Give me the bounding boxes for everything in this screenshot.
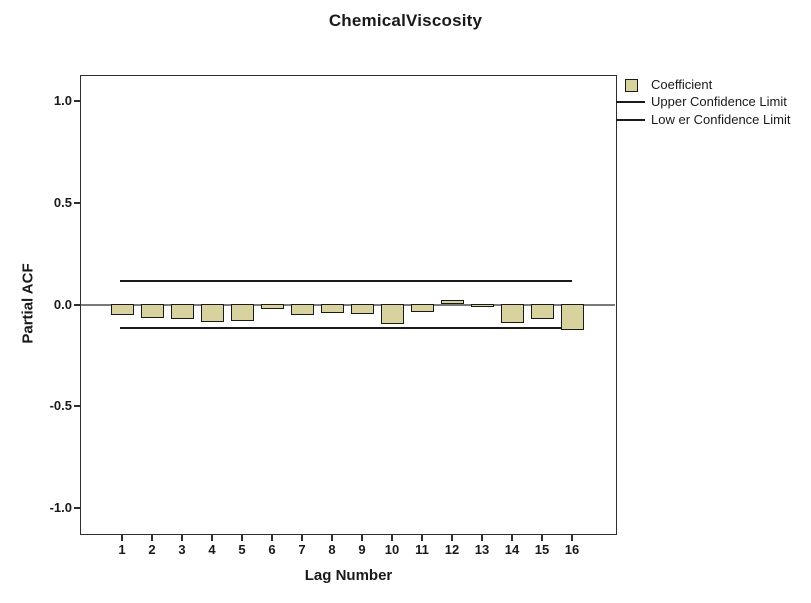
coefficient-bar-lag-2 bbox=[140, 303, 164, 318]
x-tick-mark bbox=[301, 535, 303, 541]
x-tick-mark bbox=[361, 535, 363, 541]
y-tick-label: 0.5 bbox=[53, 194, 72, 210]
coefficient-bar-lag-1 bbox=[110, 303, 134, 315]
coefficient-bar-lag-12 bbox=[440, 300, 464, 305]
x-tick-label: 12 bbox=[444, 542, 460, 557]
y-tick-mark bbox=[74, 201, 80, 204]
y-tick-mark bbox=[74, 405, 80, 408]
x-tick-label: 11 bbox=[415, 542, 429, 557]
x-tick-label: 10 bbox=[384, 542, 400, 557]
x-tick-mark bbox=[571, 535, 573, 541]
coefficient-bar-lag-7 bbox=[290, 303, 314, 315]
x-tick-mark bbox=[211, 535, 213, 541]
lower-confidence-line-icon bbox=[616, 119, 645, 121]
x-tick-label: 5 bbox=[238, 542, 246, 557]
coefficient-bar-lag-13 bbox=[470, 303, 494, 307]
legend-label-lower-confidence: Low er Confidence Limit bbox=[651, 112, 791, 127]
coefficient-bar-lag-4 bbox=[200, 303, 224, 322]
y-tick-label: 1.0 bbox=[53, 93, 72, 108]
x-tick-mark bbox=[421, 535, 423, 541]
coefficient-bar-lag-14 bbox=[500, 303, 524, 323]
y-tick-mark bbox=[74, 100, 80, 102]
coefficient-bar-lag-9 bbox=[350, 303, 374, 314]
upper-confidence-limit-line bbox=[120, 280, 572, 283]
x-tick-mark bbox=[451, 535, 453, 541]
x-tick-label: 3 bbox=[178, 542, 186, 557]
lower-confidence-limit-line bbox=[120, 326, 572, 329]
x-tick-label: 8 bbox=[328, 542, 336, 557]
x-tick-mark bbox=[271, 535, 273, 541]
x-tick-mark bbox=[241, 535, 243, 541]
x-tick-mark bbox=[331, 535, 333, 541]
coefficient-swatch-icon bbox=[625, 79, 638, 92]
x-tick-label: 6 bbox=[268, 542, 276, 557]
x-tick-label: 14 bbox=[504, 542, 520, 557]
x-axis-title: Lag Number bbox=[304, 567, 393, 584]
coefficient-bar-lag-8 bbox=[320, 303, 344, 313]
coefficient-bar-lag-5 bbox=[230, 303, 254, 321]
coefficient-bar-lag-10 bbox=[380, 303, 404, 324]
coefficient-bar-lag-3 bbox=[170, 303, 194, 319]
x-tick-label: 7 bbox=[298, 542, 306, 557]
x-tick-label: 1 bbox=[118, 542, 126, 557]
y-tick-mark bbox=[74, 303, 80, 306]
x-tick-label: 4 bbox=[208, 542, 216, 557]
coefficient-bar-lag-15 bbox=[530, 303, 554, 319]
y-tick-label: -0.5 bbox=[49, 398, 72, 414]
x-tick-label: 9 bbox=[358, 542, 366, 557]
x-tick-label: 15 bbox=[534, 542, 550, 557]
x-tick-mark bbox=[391, 535, 393, 541]
legend-label-upper-confidence: Upper Confidence Limit bbox=[651, 94, 787, 109]
x-tick-mark bbox=[151, 535, 153, 541]
x-tick-mark bbox=[511, 535, 513, 541]
x-tick-mark bbox=[481, 535, 483, 541]
y-tick-label: -1.0 bbox=[49, 500, 72, 515]
y-tick-label: 0.0 bbox=[53, 296, 72, 312]
x-tick-label: 13 bbox=[474, 542, 490, 557]
zero-reference-line bbox=[81, 303, 615, 306]
coefficient-bar-lag-11 bbox=[410, 303, 434, 312]
coefficient-bar-lag-16 bbox=[560, 303, 584, 330]
x-tick-mark bbox=[181, 535, 183, 541]
x-tick-label: 2 bbox=[148, 542, 156, 557]
upper-confidence-line-icon bbox=[616, 101, 645, 103]
x-tick-mark bbox=[541, 535, 543, 541]
coefficient-bar-lag-6 bbox=[260, 303, 284, 309]
x-tick-mark bbox=[121, 535, 123, 541]
y-tick-mark bbox=[74, 507, 80, 509]
chart-title: ChemicalViscosity bbox=[328, 11, 483, 30]
legend-label-coefficient: Coefficient bbox=[651, 77, 713, 92]
x-tick-label: 16 bbox=[564, 542, 580, 557]
